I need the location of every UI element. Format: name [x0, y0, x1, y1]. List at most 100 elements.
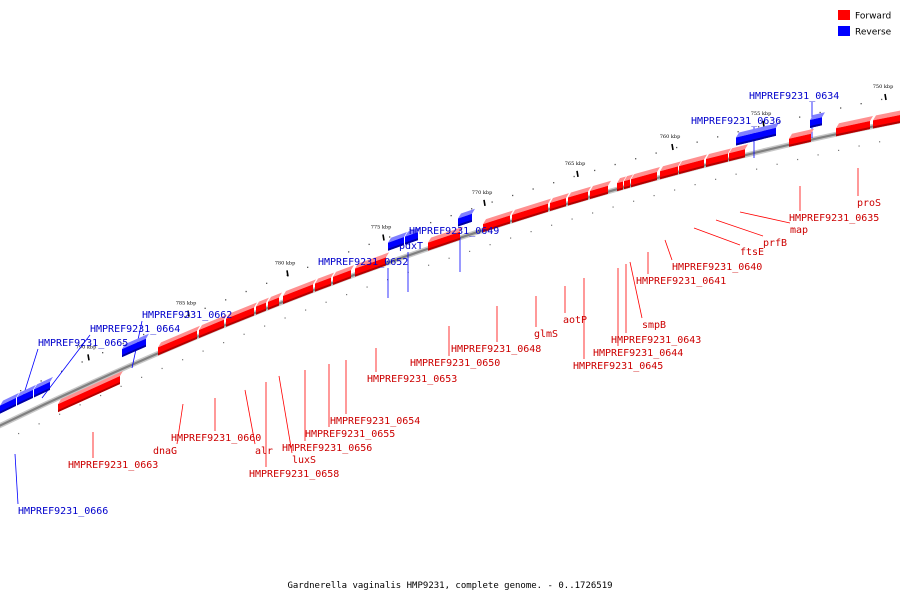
gene-label[interactable]: HMPREF9231_0664	[90, 324, 180, 335]
major-tick	[884, 93, 887, 101]
gene-block[interactable]	[0, 397, 16, 414]
minor-tick	[141, 376, 143, 378]
gene-block-shadow	[333, 276, 351, 285]
gene-block[interactable]	[333, 270, 351, 285]
gene-block-shadow	[256, 308, 266, 315]
gene-label[interactable]: ftsE	[740, 247, 764, 258]
gene-label[interactable]: map	[790, 225, 808, 236]
minor-tick	[881, 98, 883, 101]
minor-tick	[612, 206, 614, 208]
gene-block[interactable]	[736, 127, 776, 146]
legend-swatch-reverse	[838, 26, 850, 36]
gene-label[interactable]: aotP	[563, 315, 587, 326]
gene-block-top	[405, 227, 421, 237]
minor-tick	[307, 266, 309, 268]
minor-tick	[551, 224, 553, 226]
gene-label[interactable]: HMPREF9231_0665	[38, 338, 128, 349]
gene-label[interactable]: proS	[857, 198, 881, 209]
gene-label[interactable]: prfB	[763, 238, 787, 249]
gene-block[interactable]	[568, 191, 588, 206]
gene-label[interactable]: HMPREF9231_0652	[318, 257, 408, 268]
gene-label[interactable]: HMPREF9231_0649	[409, 226, 499, 237]
gene-features	[0, 110, 900, 414]
gene-label[interactable]: HMPREF9231_0662	[142, 310, 232, 321]
gene-block-shadow	[226, 313, 254, 327]
major-tick	[286, 270, 289, 277]
minor-tick	[737, 131, 739, 133]
gene-label[interactable]: HMPREF9231_0643	[611, 335, 701, 346]
gene-label[interactable]: smpB	[642, 320, 666, 331]
gene-block-shadow	[624, 185, 630, 190]
gene-block[interactable]	[122, 338, 146, 358]
gene-label[interactable]: HMPREF9231_0650	[410, 358, 500, 369]
gene-label[interactable]: HMPREF9231_0660	[171, 433, 261, 444]
gene-block-top	[315, 272, 334, 284]
minor-tick	[614, 163, 616, 166]
gene-label[interactable]: HMPREF9231_0653	[367, 374, 457, 385]
gene-block[interactable]	[34, 381, 50, 398]
gene-label[interactable]: HMPREF9231_0663	[68, 460, 158, 471]
gene-block-shadow	[512, 209, 548, 223]
gene-block-top	[617, 176, 626, 184]
gene-label[interactable]: luxS	[292, 455, 316, 466]
major-tick	[187, 310, 190, 317]
minor-tick	[325, 301, 327, 303]
gene-block-top	[122, 333, 149, 350]
gene-label[interactable]: HMPREF9231_0656	[282, 443, 372, 454]
gene-block[interactable]	[283, 284, 313, 304]
gene-block-top	[428, 226, 463, 243]
leader-line	[693, 227, 741, 246]
major-tick	[762, 120, 765, 128]
tick-label: 775 kbp	[371, 224, 392, 230]
gene-block[interactable]	[550, 198, 566, 211]
minor-tick	[840, 107, 842, 109]
gene-label[interactable]: HMPREF9231_0644	[593, 348, 683, 359]
minor-tick	[860, 103, 862, 105]
minor-tick	[327, 258, 329, 261]
leader-line	[664, 239, 673, 261]
gene-label[interactable]: HMPREF9231_0635	[789, 213, 879, 224]
gene-label[interactable]: HMPREF9231_0645	[573, 361, 663, 372]
gene-block[interactable]	[405, 232, 418, 245]
gene-block-top	[158, 325, 200, 348]
gene-label[interactable]: HMPREF9231_0654	[330, 416, 420, 427]
minor-tick	[143, 333, 145, 336]
minor-tick	[512, 194, 514, 197]
minor-tick	[676, 146, 678, 149]
gene-label[interactable]: glmS	[534, 329, 558, 340]
label-leader-lines	[14, 102, 859, 505]
tick-label: 770 kbp	[472, 190, 493, 196]
gene-block-shadow	[590, 191, 608, 199]
gene-label[interactable]: alr	[255, 446, 273, 457]
gene-label[interactable]: HMPREF9231_0636	[691, 116, 781, 127]
gene-block-top	[333, 265, 354, 277]
minor-tick	[858, 145, 860, 147]
gene-block[interactable]	[388, 237, 404, 251]
leader-line	[629, 261, 643, 319]
minor-tick	[163, 325, 165, 327]
gene-label[interactable]: HMPREF9231_0641	[636, 276, 726, 287]
minor-tick	[653, 194, 655, 197]
gene-block[interactable]	[483, 215, 510, 233]
minor-tick	[61, 370, 63, 373]
minor-tick	[819, 111, 821, 114]
gene-label[interactable]: HMPREF9231_0666	[18, 506, 108, 517]
gene-label[interactable]: HMPREF9231_0655	[305, 429, 395, 440]
gene-block[interactable]	[17, 389, 33, 406]
leader-line	[176, 403, 184, 445]
gene-block-top	[568, 186, 591, 198]
gene-label[interactable]: dnaG	[153, 446, 177, 457]
gene-label[interactable]: pdxT	[399, 241, 423, 252]
gene-block[interactable]	[512, 203, 548, 223]
minor-tick	[573, 175, 575, 178]
gene-label[interactable]: HMPREF9231_0634	[749, 91, 839, 102]
gene-label[interactable]: HMPREF9231_0648	[451, 344, 541, 355]
minor-tick	[122, 342, 124, 345]
gene-label[interactable]: HMPREF9231_0658	[249, 469, 339, 480]
gene-label[interactable]: HMPREF9231_0640	[672, 262, 762, 273]
minor-tick	[428, 264, 430, 266]
minor-tick	[20, 389, 22, 392]
gene-block-shadow	[34, 387, 50, 398]
minor-tick	[264, 325, 266, 327]
gene-block[interactable]	[315, 277, 331, 292]
